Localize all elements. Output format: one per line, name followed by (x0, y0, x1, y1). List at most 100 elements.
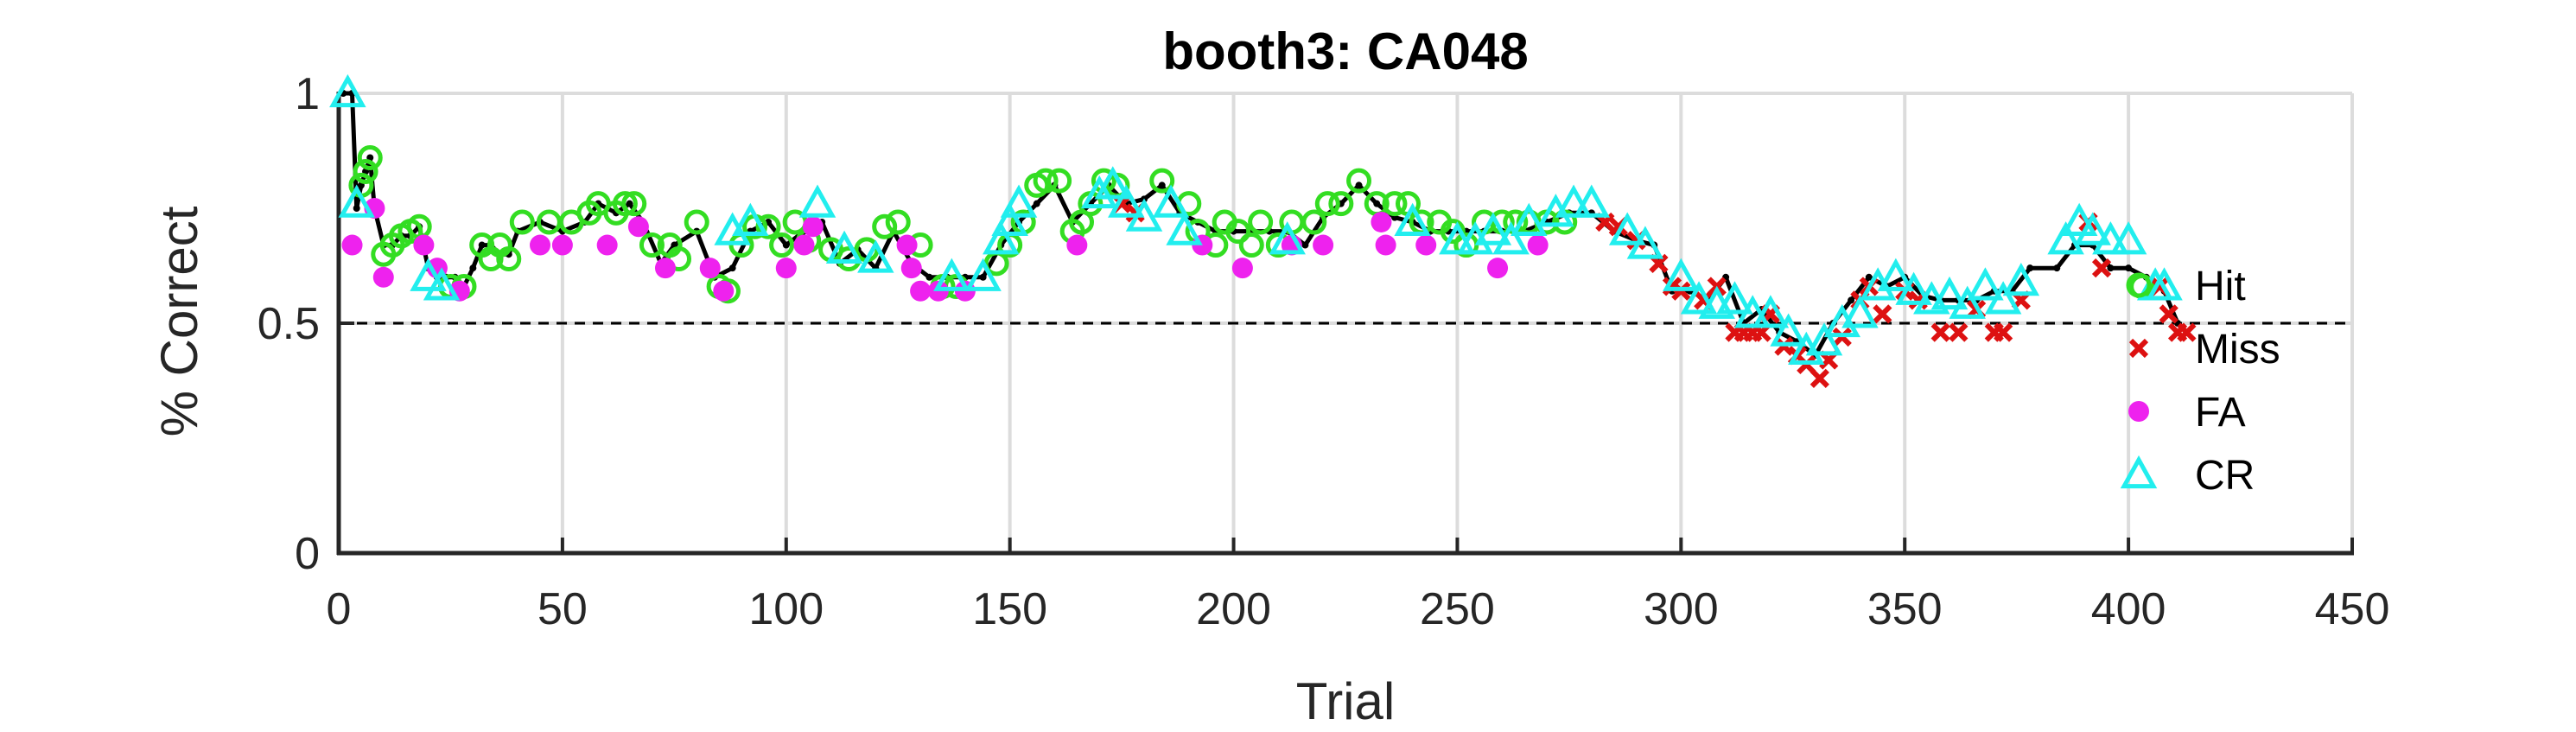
cr-point (964, 258, 1002, 291)
fa-point (699, 258, 721, 279)
running-accuracy-point (478, 241, 486, 249)
running-accuracy-point (2125, 264, 2133, 272)
hit-point (1382, 191, 1408, 217)
cr-point (1841, 295, 1879, 328)
legend-marker-hit (2126, 272, 2152, 298)
cr-point (2109, 221, 2147, 255)
running-accuracy-point (1355, 181, 1363, 189)
running-accuracy-point (1373, 200, 1381, 207)
running-accuracy-point (2026, 264, 2034, 272)
cr-point (1752, 295, 1790, 328)
x-tick-label: 250 (1420, 584, 1495, 634)
hit-point (755, 213, 781, 239)
fa-point (1231, 258, 1253, 279)
axes (336, 92, 2354, 556)
hit-point (639, 232, 665, 258)
running-accuracy-point (728, 264, 736, 272)
cr-point (1474, 212, 1512, 245)
cr-point (1080, 175, 1118, 209)
running-accuracy-point (979, 273, 987, 281)
legend-label-hit: Hit (2195, 264, 2246, 309)
fa-point (1375, 234, 1396, 256)
hit-point (872, 213, 898, 239)
x-tick-label: 300 (1644, 584, 1719, 634)
running-accuracy-point (782, 241, 790, 249)
running-accuracy-point (353, 205, 360, 212)
cr-point (1680, 281, 1718, 315)
fa-point (793, 234, 815, 256)
cr-point (1895, 271, 1932, 305)
miss-point (2159, 304, 2178, 324)
cr-point (1166, 212, 1203, 245)
tick-labels: 0 50 100 150 200 250 300 350 400 450 0 0.5 1 (258, 69, 2390, 634)
cr-point (2146, 267, 2183, 301)
cr-point (2060, 202, 2098, 237)
x-tick-label: 400 (2091, 584, 2166, 634)
cr-point (1108, 184, 1145, 218)
legend: Hit Miss FA CR (2120, 264, 2280, 499)
y-tick-label: 0.5 (258, 299, 320, 349)
cr-point (1949, 285, 1986, 319)
hit-point (509, 209, 535, 235)
cr-point (1511, 202, 1548, 237)
cr-point (825, 230, 863, 264)
hit-point (612, 191, 638, 217)
fa-point (551, 234, 573, 256)
cr-point (1967, 267, 2004, 301)
fa-point (530, 234, 550, 256)
cr-point (1716, 281, 1753, 315)
cr-point (1608, 212, 1646, 245)
fa-point (1066, 234, 1088, 256)
hit-point (1440, 219, 1466, 245)
x-tick-label: 100 (748, 584, 824, 634)
chart-title: booth3: CA048 (1162, 22, 1528, 80)
hit-point (496, 246, 522, 272)
cr-point (1626, 226, 1664, 259)
hit-point (1314, 191, 1340, 217)
cr-point (1094, 166, 1132, 200)
running-accuracy-point (925, 273, 933, 281)
cr-point (2002, 262, 2040, 296)
hit-point (1328, 191, 1354, 217)
x-tick-label: 50 (537, 584, 588, 634)
cr-point (2092, 221, 2129, 255)
cr-point (410, 258, 447, 291)
cr-point (1733, 295, 1771, 328)
running-accuracy-point (2053, 264, 2061, 272)
fa-point (1415, 234, 1437, 256)
hit-point (1046, 168, 1072, 194)
cr-point (1805, 322, 1843, 356)
fa-point (341, 234, 363, 256)
miss-point (1873, 304, 1892, 324)
x-tick-label: 350 (1867, 584, 1943, 634)
fa-point (1527, 234, 1549, 256)
cr-point (1152, 184, 1190, 218)
legend-label-cr: CR (2195, 453, 2255, 499)
hit-point (357, 144, 383, 170)
cr-point (798, 184, 836, 218)
hit-point (1238, 232, 1264, 258)
cr-point (338, 184, 375, 218)
cr-point (1125, 198, 1163, 232)
fa-point (413, 234, 435, 256)
running-accuracy-point (1848, 296, 1855, 304)
legend-marker-miss (2128, 338, 2149, 359)
hit-point (1346, 168, 1372, 194)
running-accuracy-point (626, 200, 633, 207)
miss-point (1930, 322, 1950, 342)
data-marks (329, 73, 2197, 388)
cr-point (983, 221, 1020, 255)
running-accuracy-point (2107, 264, 2115, 272)
hit-point (769, 232, 795, 258)
hit-point (353, 158, 378, 184)
fa-point (372, 266, 394, 288)
x-tick-label: 200 (1196, 584, 1271, 634)
fa-point (1487, 258, 1509, 279)
cr-point (1394, 202, 1431, 237)
y-tick-label: 0 (295, 529, 320, 579)
cr-point (423, 267, 461, 301)
fa-point (775, 258, 797, 279)
hit-point (1149, 168, 1175, 194)
cr-point (1930, 276, 1969, 310)
